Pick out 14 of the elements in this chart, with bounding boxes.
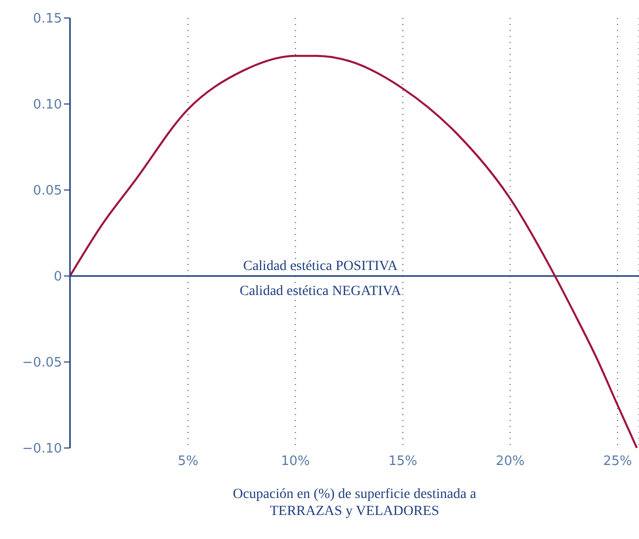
x-tick-label: 10% xyxy=(281,454,310,470)
y-tick-label: 0.10 xyxy=(33,98,62,113)
annotation: Calidad estética POSITIVA xyxy=(243,259,398,274)
annotation: Calidad estética NEGATIVA xyxy=(240,284,402,299)
x-tick-label: 20% xyxy=(496,454,525,470)
y-tick-label: −0.10 xyxy=(22,442,62,457)
y-tick-label: −0.05 xyxy=(22,356,62,371)
y-tick-label: 0 xyxy=(54,270,62,285)
x-axis-title: Ocupación en (%) de superficie destinada a TERRAZAS y VELADORES xyxy=(232,487,477,519)
x-tick-label: 5% xyxy=(178,454,198,470)
y-tick-label: 0.05 xyxy=(33,184,62,199)
x-tick-label: 25% xyxy=(603,454,632,470)
y-tick-label: 0.15 xyxy=(33,12,62,27)
x-tick-label: 15% xyxy=(388,454,418,470)
